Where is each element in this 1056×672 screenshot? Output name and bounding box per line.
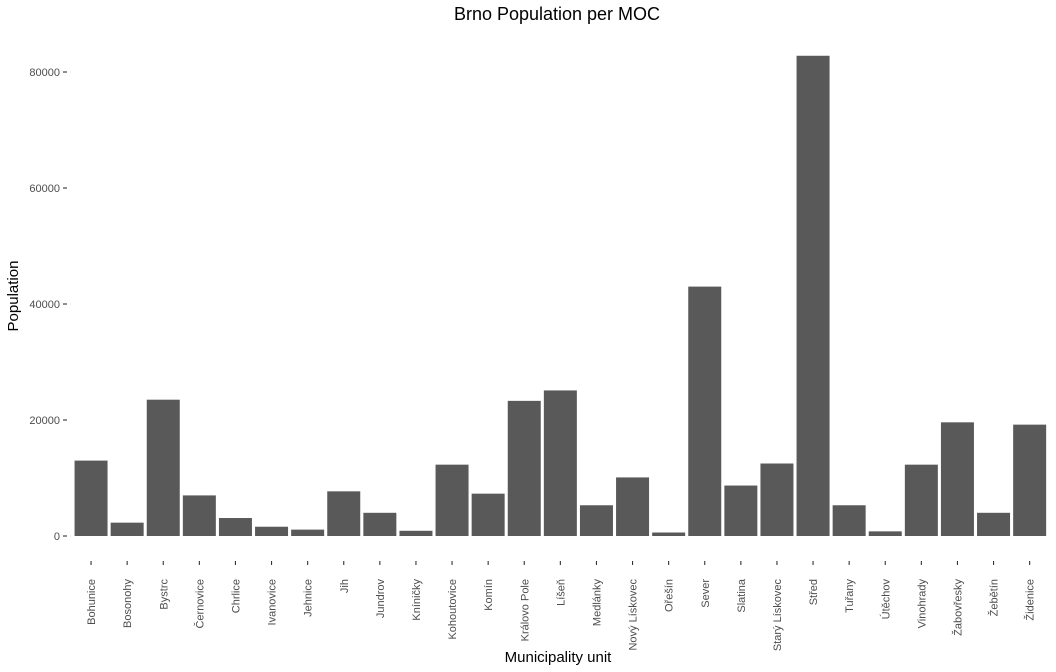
bar-18	[724, 485, 758, 536]
x-tick-label: Bosonohy	[122, 579, 134, 628]
bar-10	[435, 464, 469, 536]
bar-7	[327, 491, 361, 536]
bar-14	[579, 505, 613, 536]
bar-8	[363, 512, 397, 536]
bar-0	[74, 460, 108, 536]
bar-6	[291, 529, 325, 536]
x-tick-label: Útěchov	[879, 579, 892, 620]
bar-1	[110, 522, 144, 536]
x-tick-label: Jih	[339, 579, 351, 593]
bar-13	[543, 390, 577, 536]
x-axis-title: Municipality unit	[505, 649, 613, 666]
x-tick-label: Kníničky	[411, 579, 423, 621]
x-tick-label: Chrlice	[230, 579, 242, 613]
x-tick-label: Bystrc	[158, 579, 170, 610]
bar-19	[760, 463, 794, 536]
x-tick-label: Jehnice	[303, 579, 315, 617]
bar-2	[146, 399, 180, 536]
x-tick-label: Vinohrady	[916, 579, 928, 629]
bar-22	[868, 531, 902, 536]
bar-17	[688, 286, 722, 536]
bar-12	[507, 400, 541, 536]
bar-16	[652, 532, 686, 536]
x-tick-label: Starý Lískovec	[772, 579, 784, 652]
x-tick-label: Královo Pole	[519, 579, 531, 641]
x-tick-label: Žabovřesky	[951, 579, 964, 636]
x-tick-label: Komín	[483, 579, 495, 611]
y-axis: 0 20000 40000 60000 80000	[29, 67, 67, 543]
x-axis: Bohunice Bosonohy Bystrc Černovice Chrlice Iv…	[86, 561, 1037, 651]
bar-5	[255, 526, 289, 536]
x-tick-label: Bohunice	[86, 579, 98, 625]
y-tick-label: 60000	[29, 183, 60, 195]
x-tick-label: Ořešín	[664, 579, 676, 612]
bar-26	[1013, 424, 1047, 536]
bar-15	[616, 477, 650, 536]
bar-11	[471, 493, 505, 536]
bar-3	[182, 495, 216, 536]
x-tick-label: Medlánky	[591, 579, 603, 627]
bar-9	[399, 530, 433, 536]
x-tick-label: Jundrov	[375, 579, 387, 619]
x-tick-label: Nový Lískovec	[628, 579, 640, 651]
x-tick-label: Líšeň	[555, 579, 567, 606]
x-tick-label: Židenice	[1024, 579, 1037, 621]
bar-24	[940, 422, 974, 536]
chart-title: Brno Population per MOC	[454, 4, 660, 24]
y-tick-label: 0	[54, 531, 60, 543]
y-axis-title: Population	[5, 261, 22, 332]
bars	[74, 55, 1047, 536]
y-tick-label: 40000	[29, 299, 60, 311]
bar-4	[218, 518, 252, 536]
y-tick-label: 80000	[29, 67, 60, 79]
bar-20	[796, 55, 830, 536]
x-tick-label: Střed	[808, 579, 820, 605]
x-tick-label: Slatina	[736, 578, 748, 613]
x-tick-label: Tuřany	[844, 579, 856, 613]
y-tick-label: 20000	[29, 415, 60, 427]
x-tick-label: Černovice	[193, 579, 206, 629]
bar-21	[832, 505, 866, 536]
x-tick-label: Kohoutovice	[447, 579, 459, 640]
bar-23	[904, 464, 938, 536]
x-tick-label: Sever	[700, 579, 712, 608]
bar-25	[977, 512, 1011, 536]
x-tick-label: Ivanovice	[267, 579, 279, 625]
x-tick-label: Žebětín	[988, 579, 1001, 616]
